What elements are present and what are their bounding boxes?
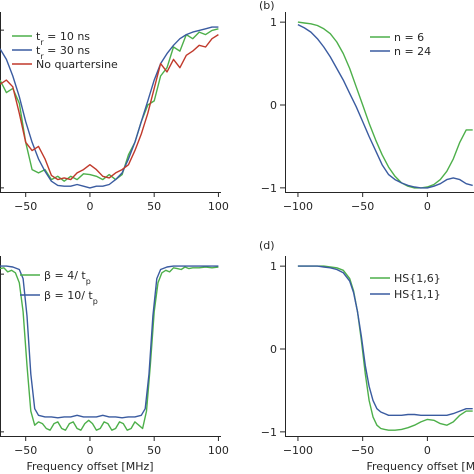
series-line-1	[0, 28, 219, 182]
x-tick-label: −50	[351, 444, 374, 457]
x-tick-label: 50	[147, 200, 161, 213]
x-tick-label: −50	[351, 200, 374, 213]
series-line-3	[0, 34, 219, 181]
series-group	[297, 21, 473, 189]
series-group	[0, 26, 219, 189]
x-tick-label: 0	[86, 200, 93, 213]
series-group	[297, 265, 473, 431]
x-axis-label: Frequency offset [MHz]	[366, 460, 474, 473]
x-tick-label: −50	[14, 444, 37, 457]
legend-label: tr = 10 ns	[36, 30, 90, 47]
panel-label: (d)	[259, 239, 275, 252]
y-tick-label: −1	[261, 426, 277, 439]
legend-text: t	[36, 30, 41, 43]
y-tick-label: −1	[261, 182, 277, 195]
x-axis-label: Frequency offset [MHz]	[26, 460, 153, 473]
legend-text: HS{1,6}	[394, 272, 441, 285]
series-line-2	[297, 265, 473, 416]
x-tick-label: 0	[424, 444, 431, 457]
legend-subscript: p	[86, 277, 91, 286]
legend-text: HS{1,1}	[394, 288, 441, 301]
legend-subscript: r	[40, 52, 44, 61]
legend-label: n = 6	[394, 31, 424, 44]
legend-label: β = 4/ tp	[44, 269, 91, 286]
x-tick-label: −100	[283, 200, 313, 213]
series-line-1	[0, 266, 219, 431]
legend-label: β = 10/ tp	[44, 289, 98, 306]
legend-subscript: p	[93, 297, 98, 306]
series-line-2	[0, 265, 219, 419]
legend-label: HS{1,6}	[394, 272, 441, 285]
legend-text: = 30 ns	[44, 44, 91, 57]
series-line-2	[0, 26, 219, 189]
series-line-1	[297, 265, 473, 431]
legend-label: No quartersine	[36, 58, 118, 71]
legend-text: n = 24	[394, 45, 431, 58]
panel-4: −100−50050−101HS{1,6}HS{1,1}(d)Frequency…	[259, 239, 474, 473]
legend-text: β = 4/ t	[44, 269, 86, 282]
legend-text: t	[36, 44, 41, 57]
legend-text: No quartersine	[36, 58, 118, 71]
legend-label: n = 24	[394, 45, 431, 58]
y-tick-label: 0	[270, 343, 277, 356]
panel-label: (b)	[259, 0, 275, 12]
x-tick-label: −100	[283, 444, 313, 457]
legend-text: n = 6	[394, 31, 424, 44]
x-tick-label: 0	[424, 200, 431, 213]
legend-label: HS{1,1}	[394, 288, 441, 301]
y-tick-label: 1	[270, 260, 277, 273]
series-group	[0, 265, 219, 431]
y-tick-label: 1	[270, 16, 277, 29]
legend-text: = 10 ns	[44, 30, 91, 43]
series-line-1	[297, 21, 473, 189]
x-tick-label: 100	[208, 200, 229, 213]
x-tick-label: −50	[14, 200, 37, 213]
x-tick-label: 100	[208, 444, 229, 457]
x-tick-label: 0	[86, 444, 93, 457]
legend-text: β = 10/ t	[44, 289, 93, 302]
y-tick-label: 0	[270, 99, 277, 112]
series-line-2	[297, 23, 473, 189]
legend-label: tr = 30 ns	[36, 44, 90, 61]
legend-subscript: r	[40, 38, 44, 47]
x-tick-label: 50	[147, 444, 161, 457]
